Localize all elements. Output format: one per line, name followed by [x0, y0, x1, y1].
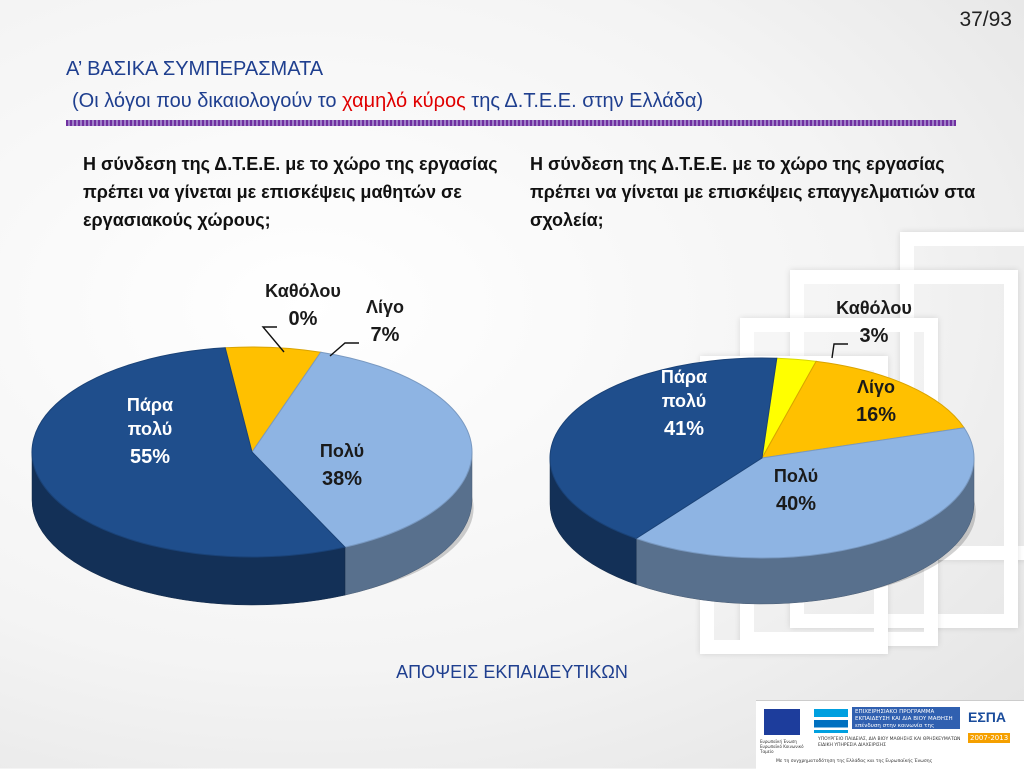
- footer-caption: ΑΠΟΨΕΙΣ ΕΚΠΑΙΔΕΥΤΙΚΩΝ: [396, 662, 628, 682]
- espa-years: 2007-2013: [968, 733, 1011, 743]
- subtitle-highlight: χαμηλό κύρος: [342, 90, 466, 112]
- espa-title: ΕΣΠΑ: [968, 709, 1006, 725]
- slice-value: 16%: [856, 404, 896, 426]
- slice-category: Λίγο: [857, 377, 895, 397]
- pie-slice: [251, 351, 473, 548]
- slice-label: Πάρα πολύ 55%: [127, 395, 173, 468]
- subtitle-part: (Οι λόγοι που δικαιολογούν το: [72, 90, 343, 112]
- eu-caption: Ευρωπαϊκή Ένωση Ευρωπαϊκό Κοινωνικό Ταμε…: [760, 739, 804, 754]
- cofund-caption: Με τη συγχρηματοδότηση της Ελλάδας και τ…: [776, 759, 933, 764]
- pie-slice: [31, 347, 346, 558]
- slice-label: Πολύ 40%: [774, 466, 818, 515]
- slice-category: πολύ: [662, 391, 707, 411]
- slice-label: Πολύ 38%: [320, 441, 364, 490]
- slice-label: Καθόλου 0%: [265, 281, 341, 330]
- slice-label: Πάρα πολύ 41%: [661, 367, 707, 440]
- slide-subtitle: (Οι λόγοι που δικαιολογούν το χαμηλό κύρ…: [72, 90, 703, 113]
- slice-category: πολύ: [128, 419, 173, 439]
- slice-value: 0%: [289, 308, 318, 330]
- slide-number: 37/93: [959, 8, 1012, 31]
- question-right: Η σύνδεση της Δ.Τ.Ε.Ε. με το χώρο της ερ…: [530, 154, 976, 230]
- slice-value: 3%: [860, 325, 889, 347]
- leader-line: [831, 343, 848, 359]
- eu-flag-logo: [764, 709, 800, 735]
- slice-value: 40%: [776, 493, 816, 515]
- slice-category: Πολύ: [774, 466, 818, 486]
- slice-category: Πάρα: [127, 395, 173, 415]
- slice-category: Καθόλου: [836, 298, 912, 318]
- logo-strip: Ευρωπαϊκή Ένωση Ευρωπαϊκό Κοινωνικό Ταμε…: [756, 700, 1024, 769]
- pie-slice: [761, 360, 965, 459]
- slice-label: Καθόλου 3%: [836, 298, 912, 347]
- title-underline: [66, 120, 956, 126]
- slice-value: 55%: [130, 446, 170, 468]
- pie-slice: [549, 357, 778, 540]
- slice-category: Καθόλου: [265, 281, 341, 301]
- slice-label: Λίγο 16%: [856, 377, 896, 426]
- slice-category: Λίγο: [366, 297, 404, 317]
- question-left: Η σύνδεση της Δ.Τ.Ε.Ε. με το χώρο της ερ…: [83, 154, 498, 230]
- slice-label: Λίγο 7%: [366, 297, 404, 346]
- program-logo: [814, 709, 848, 733]
- pie-slice: [635, 427, 975, 559]
- program-name-box: ΕΠΙΧΕΙΡΗΣΙΑΚΟ ΠΡΟΓΡΑΜΜΑ ΕΚΠΑΙΔΕΥΣΗ ΚΑΙ Δ…: [852, 707, 960, 736]
- ministry-caption: ΥΠΟΥΡΓΕΙΟ ΠΑΙΔΕΙΑΣ, ΔΙΑ ΒΙΟΥ ΜΑΘΗΣΗΣ ΚΑΙ…: [818, 737, 961, 748]
- slice-category: Πάρα: [661, 367, 707, 387]
- slice-value: 7%: [371, 324, 400, 346]
- slice-value: 38%: [322, 468, 362, 490]
- espa-logo: ΕΣΠΑ 2007-2013: [968, 709, 1020, 753]
- slide-title: Α’ ΒΑΣΙΚΑ ΣΥΜΠΕΡΑΣΜΑΤΑ: [66, 58, 324, 80]
- leader-line: [329, 342, 359, 357]
- program-slogan: επένδυση στην κοινωνία της γνώσης: [855, 723, 935, 736]
- slice-value: 41%: [664, 418, 704, 440]
- program-name: ΕΠΙΧΕΙΡΗΣΙΑΚΟ ΠΡΟΓΡΑΜΜΑ ΕΚΠΑΙΔΕΥΣΗ ΚΑΙ Δ…: [855, 709, 953, 722]
- subtitle-part: της Δ.Τ.Ε.Ε. στην Ελλάδα): [465, 90, 704, 112]
- leader-line: [261, 326, 285, 353]
- slice-category: Πολύ: [320, 441, 364, 461]
